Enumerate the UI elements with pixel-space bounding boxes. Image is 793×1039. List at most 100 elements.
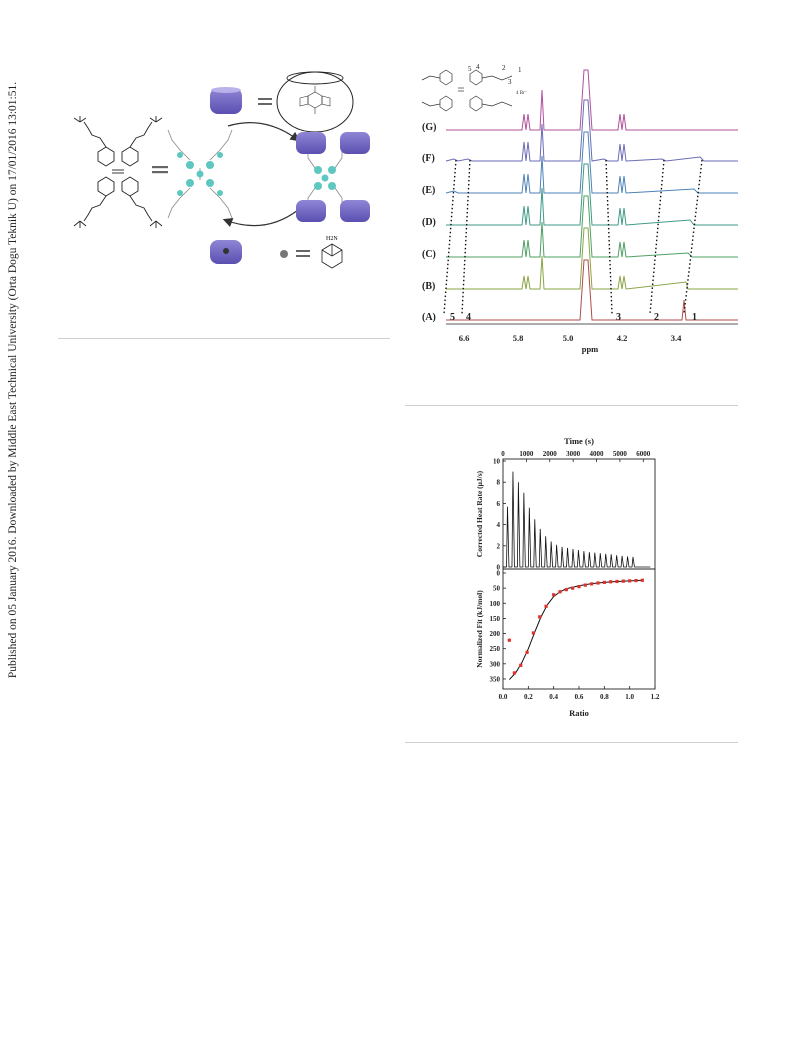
data-point — [609, 580, 613, 584]
itc-bottom-xticks: 0.0 0.2 0.4 0.6 0.8 1.0 1.2 — [499, 686, 660, 701]
counterion-label: 4 Br⁻ — [516, 91, 528, 96]
data-point — [531, 631, 535, 635]
itc-bottom-x-label: Ratio — [569, 708, 589, 718]
data-point — [628, 579, 632, 583]
data-point — [634, 578, 638, 583]
itc-top-x-label: Time (s) — [564, 436, 594, 446]
header-num-1: 1 — [518, 66, 522, 74]
data-point — [602, 580, 606, 584]
nmr-x-label: ppm — [582, 344, 599, 354]
nmr-tick-2: 5.8 — [513, 333, 524, 343]
top-y-tick-label: 2 — [497, 542, 501, 550]
itc-injection-peaks — [503, 471, 651, 568]
nmr-tick-4: 4.2 — [617, 333, 628, 343]
top-y-tick-label: 4 — [497, 521, 501, 529]
spectrum-trace-d — [446, 163, 738, 226]
top-y-tick-label: 8 — [497, 479, 501, 487]
data-point — [558, 590, 562, 594]
nmr-spectra-figure: 5 4 2 1 3 4 Br⁻ (G) (F) (E) (D) (C) (B) … — [421, 63, 738, 354]
bottom-x-tick-label: 0.4 — [549, 693, 558, 701]
itc-top-ticks: 0 1000 2000 3000 4000 5000 6000 — [501, 450, 651, 462]
spectrum-label-f: (F) — [422, 153, 435, 164]
itc-bottom-yticks: 0 50 100 150 200 250 300 350 — [490, 570, 506, 683]
spectrum-trace-e — [445, 131, 738, 194]
top-x-tick-label: 6000 — [636, 450, 651, 458]
host-guest-complex — [296, 132, 370, 222]
top-x-tick-label: 3000 — [566, 450, 581, 458]
data-point — [507, 638, 511, 642]
top-x-tick-label: 5000 — [613, 450, 628, 458]
peak-label-1: 1 — [692, 312, 697, 323]
released-cb7-complex — [210, 240, 242, 264]
fit-line — [508, 579, 643, 680]
data-point — [544, 604, 548, 608]
cucurbituril-legend — [210, 71, 354, 133]
spectrum-label-d: (D) — [422, 217, 436, 228]
equals-sign — [152, 166, 168, 174]
bottom-x-tick-label: 1.2 — [651, 693, 660, 701]
host-guest-scheme: H2N — [73, 71, 370, 269]
right-divider-top — [405, 405, 738, 406]
bottom-x-tick-label: 0.8 — [600, 693, 609, 701]
top-y-tick-label: 10 — [493, 458, 501, 466]
data-point — [596, 581, 600, 585]
bottom-x-tick-label: 1.0 — [625, 693, 634, 701]
amine-label: H2N — [326, 236, 338, 242]
itc-top-yticks: 0 2 4 6 8 10 — [493, 458, 506, 572]
peak-label-3: 3 — [616, 312, 621, 323]
left-divider — [58, 338, 390, 339]
data-point — [571, 586, 575, 590]
header-num-3: 3 — [508, 78, 512, 86]
header-num-4: 4 — [476, 63, 480, 71]
heat-rate-trace — [503, 471, 651, 568]
bottom-y-tick-label: 350 — [490, 675, 501, 683]
top-x-tick-label: 1000 — [519, 450, 534, 458]
download-notice: Published on 05 January 2016. Downloaded… — [2, 82, 24, 678]
peak-label-5: 5 — [450, 312, 455, 323]
spectrum-trace-b — [446, 227, 738, 290]
peak-label-2: 2 — [654, 312, 659, 323]
spectrum-label-g: (G) — [422, 122, 436, 133]
data-point — [577, 585, 581, 589]
spectrum-label-a: (A) — [422, 312, 436, 323]
right-divider-bottom — [405, 742, 738, 743]
bottom-x-tick-label: 0.0 — [499, 693, 508, 701]
peak-label-4: 4 — [466, 312, 471, 323]
data-point — [525, 650, 529, 654]
spectrum-label-c: (C) — [422, 249, 436, 260]
spectrum-label-e: (E) — [422, 185, 435, 196]
data-point — [615, 579, 619, 584]
nmr-tick-1: 6.6 — [459, 333, 470, 343]
tpe-cartoon — [167, 129, 233, 219]
bottom-y-tick-label: 0 — [497, 570, 501, 578]
top-y-tick-label: 0 — [497, 564, 501, 572]
spectrum-label-b: (B) — [422, 281, 435, 292]
release-arrow — [222, 209, 299, 228]
data-point — [583, 583, 587, 587]
top-y-tick-label: 6 — [497, 500, 501, 508]
adamantylamine-legend: H2N — [280, 236, 343, 269]
tpe-molecule-structure — [73, 116, 163, 228]
data-point — [590, 582, 594, 586]
data-point — [640, 578, 644, 582]
itc-fit-curve — [508, 579, 643, 680]
itc-bottom-y-label: Normalized Fit (kJ/mol) — [475, 590, 484, 668]
nmr-structure-header — [421, 69, 513, 112]
spectrum-trace-f — [445, 99, 738, 162]
bottom-y-tick-label: 300 — [490, 660, 501, 668]
header-num-5: 5 — [468, 65, 472, 73]
data-point — [564, 588, 568, 592]
nmr-tick-3: 5.0 — [563, 333, 574, 343]
bottom-x-tick-label: 0.6 — [575, 693, 584, 701]
data-point — [552, 593, 556, 597]
bottom-y-tick-label: 150 — [490, 615, 501, 623]
header-num-2: 2 — [502, 64, 506, 72]
nmr-tick-5: 3.4 — [671, 333, 682, 343]
spectrum-trace-a — [446, 259, 738, 321]
itc-chart: Time (s) Corrected Heat Rate (μJ/s) Norm… — [475, 436, 660, 718]
top-x-tick-label: 0 — [501, 450, 505, 458]
bottom-y-tick-label: 100 — [490, 600, 501, 608]
download-notice-text: Published on 05 January 2016. Downloaded… — [7, 81, 19, 679]
spectrum-trace-g — [446, 69, 738, 131]
binding-arrow — [227, 122, 300, 142]
